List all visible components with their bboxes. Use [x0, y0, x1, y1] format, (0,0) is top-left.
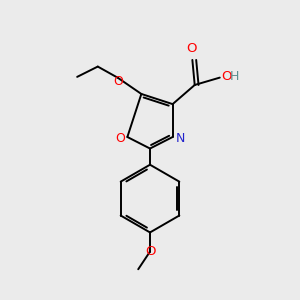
- Text: O: O: [186, 42, 196, 55]
- Text: O: O: [146, 245, 156, 258]
- Text: O: O: [115, 132, 125, 145]
- Text: O: O: [113, 75, 123, 88]
- Text: H: H: [230, 70, 239, 83]
- Text: O: O: [221, 70, 232, 83]
- Text: N: N: [175, 132, 185, 145]
